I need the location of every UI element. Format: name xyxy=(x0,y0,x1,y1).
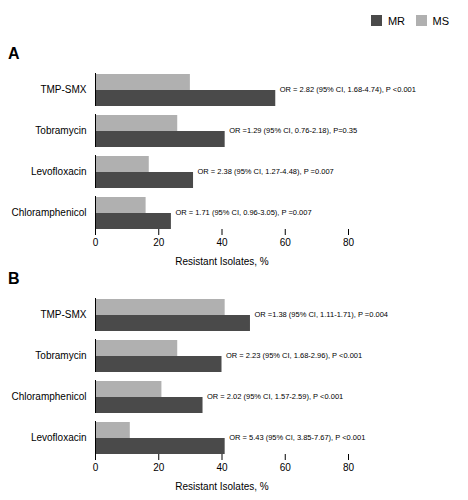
svg-text:0: 0 xyxy=(93,461,99,472)
html-text:B: B xyxy=(8,269,20,287)
svg-text:0: 0 xyxy=(93,236,99,247)
svg-text:80: 80 xyxy=(343,236,355,247)
svg-text:Resistant Isolates, %: Resistant Isolates, % xyxy=(175,480,268,491)
svg-text:Tobramycin: Tobramycin xyxy=(35,350,86,361)
svg-text:Chloramphenicol: Chloramphenicol xyxy=(11,391,86,402)
svg-text:Levofloxacin: Levofloxacin xyxy=(31,166,87,177)
svg-text:OR = 2.23 (95% CI, 1.68-2.96),: OR = 2.23 (95% CI, 1.68-2.96), P <0.001 xyxy=(226,351,362,360)
svg-text:20: 20 xyxy=(153,236,165,247)
svg-text:Chloramphenicol: Chloramphenicol xyxy=(11,207,86,218)
svg-text:80: 80 xyxy=(343,461,355,472)
svg-text:TMP-SMX: TMP-SMX xyxy=(40,309,86,320)
svg-text:40: 40 xyxy=(216,461,228,472)
svg-text:20: 20 xyxy=(153,461,165,472)
svg-text:OR =1.29 (95% CI, 0.76-2.18),: OR =1.29 (95% CI, 0.76-2.18), P=0.35 xyxy=(229,126,357,135)
svg-text:Tobramycin: Tobramycin xyxy=(35,125,86,136)
html-text:MS: MS xyxy=(432,14,449,27)
html-text:MR: MR xyxy=(387,14,405,27)
svg-text:60: 60 xyxy=(280,236,292,247)
svg-text:Resistant Isolates, %: Resistant Isolates, % xyxy=(175,255,268,266)
svg-text:Levofloxacin: Levofloxacin xyxy=(31,432,87,443)
svg-text:OR = 5.43 (95% CI, 3.85-7.67),: OR = 5.43 (95% CI, 3.85-7.67), P <0.001 xyxy=(229,433,365,442)
svg-text:OR = 2.38 (95% CI, 1.27-4.48),: OR = 2.38 (95% CI, 1.27-4.48), P =0.007 xyxy=(198,167,334,176)
html-text:A: A xyxy=(8,44,20,62)
svg-text:OR = 1.71 (95% CI, 0.96-3.05),: OR = 1.71 (95% CI, 0.96-3.05), P =0.007 xyxy=(175,208,311,217)
svg-text:40: 40 xyxy=(216,236,228,247)
svg-text:OR = 2.02 (95% CI, 1.57-2.59),: OR = 2.02 (95% CI, 1.57-2.59), P <0.001 xyxy=(207,392,343,401)
svg-text:TMP-SMX: TMP-SMX xyxy=(40,84,86,95)
svg-text:60: 60 xyxy=(280,461,292,472)
svg-text:OR = 2.82 (95% CI, 1.68-4.74),: OR = 2.82 (95% CI, 1.68-4.74), P <0.001 xyxy=(280,85,416,94)
svg-text:OR =1.38 (95% CI, 1.11-1.71),: OR =1.38 (95% CI, 1.11-1.71), P =0.004 xyxy=(254,310,388,319)
